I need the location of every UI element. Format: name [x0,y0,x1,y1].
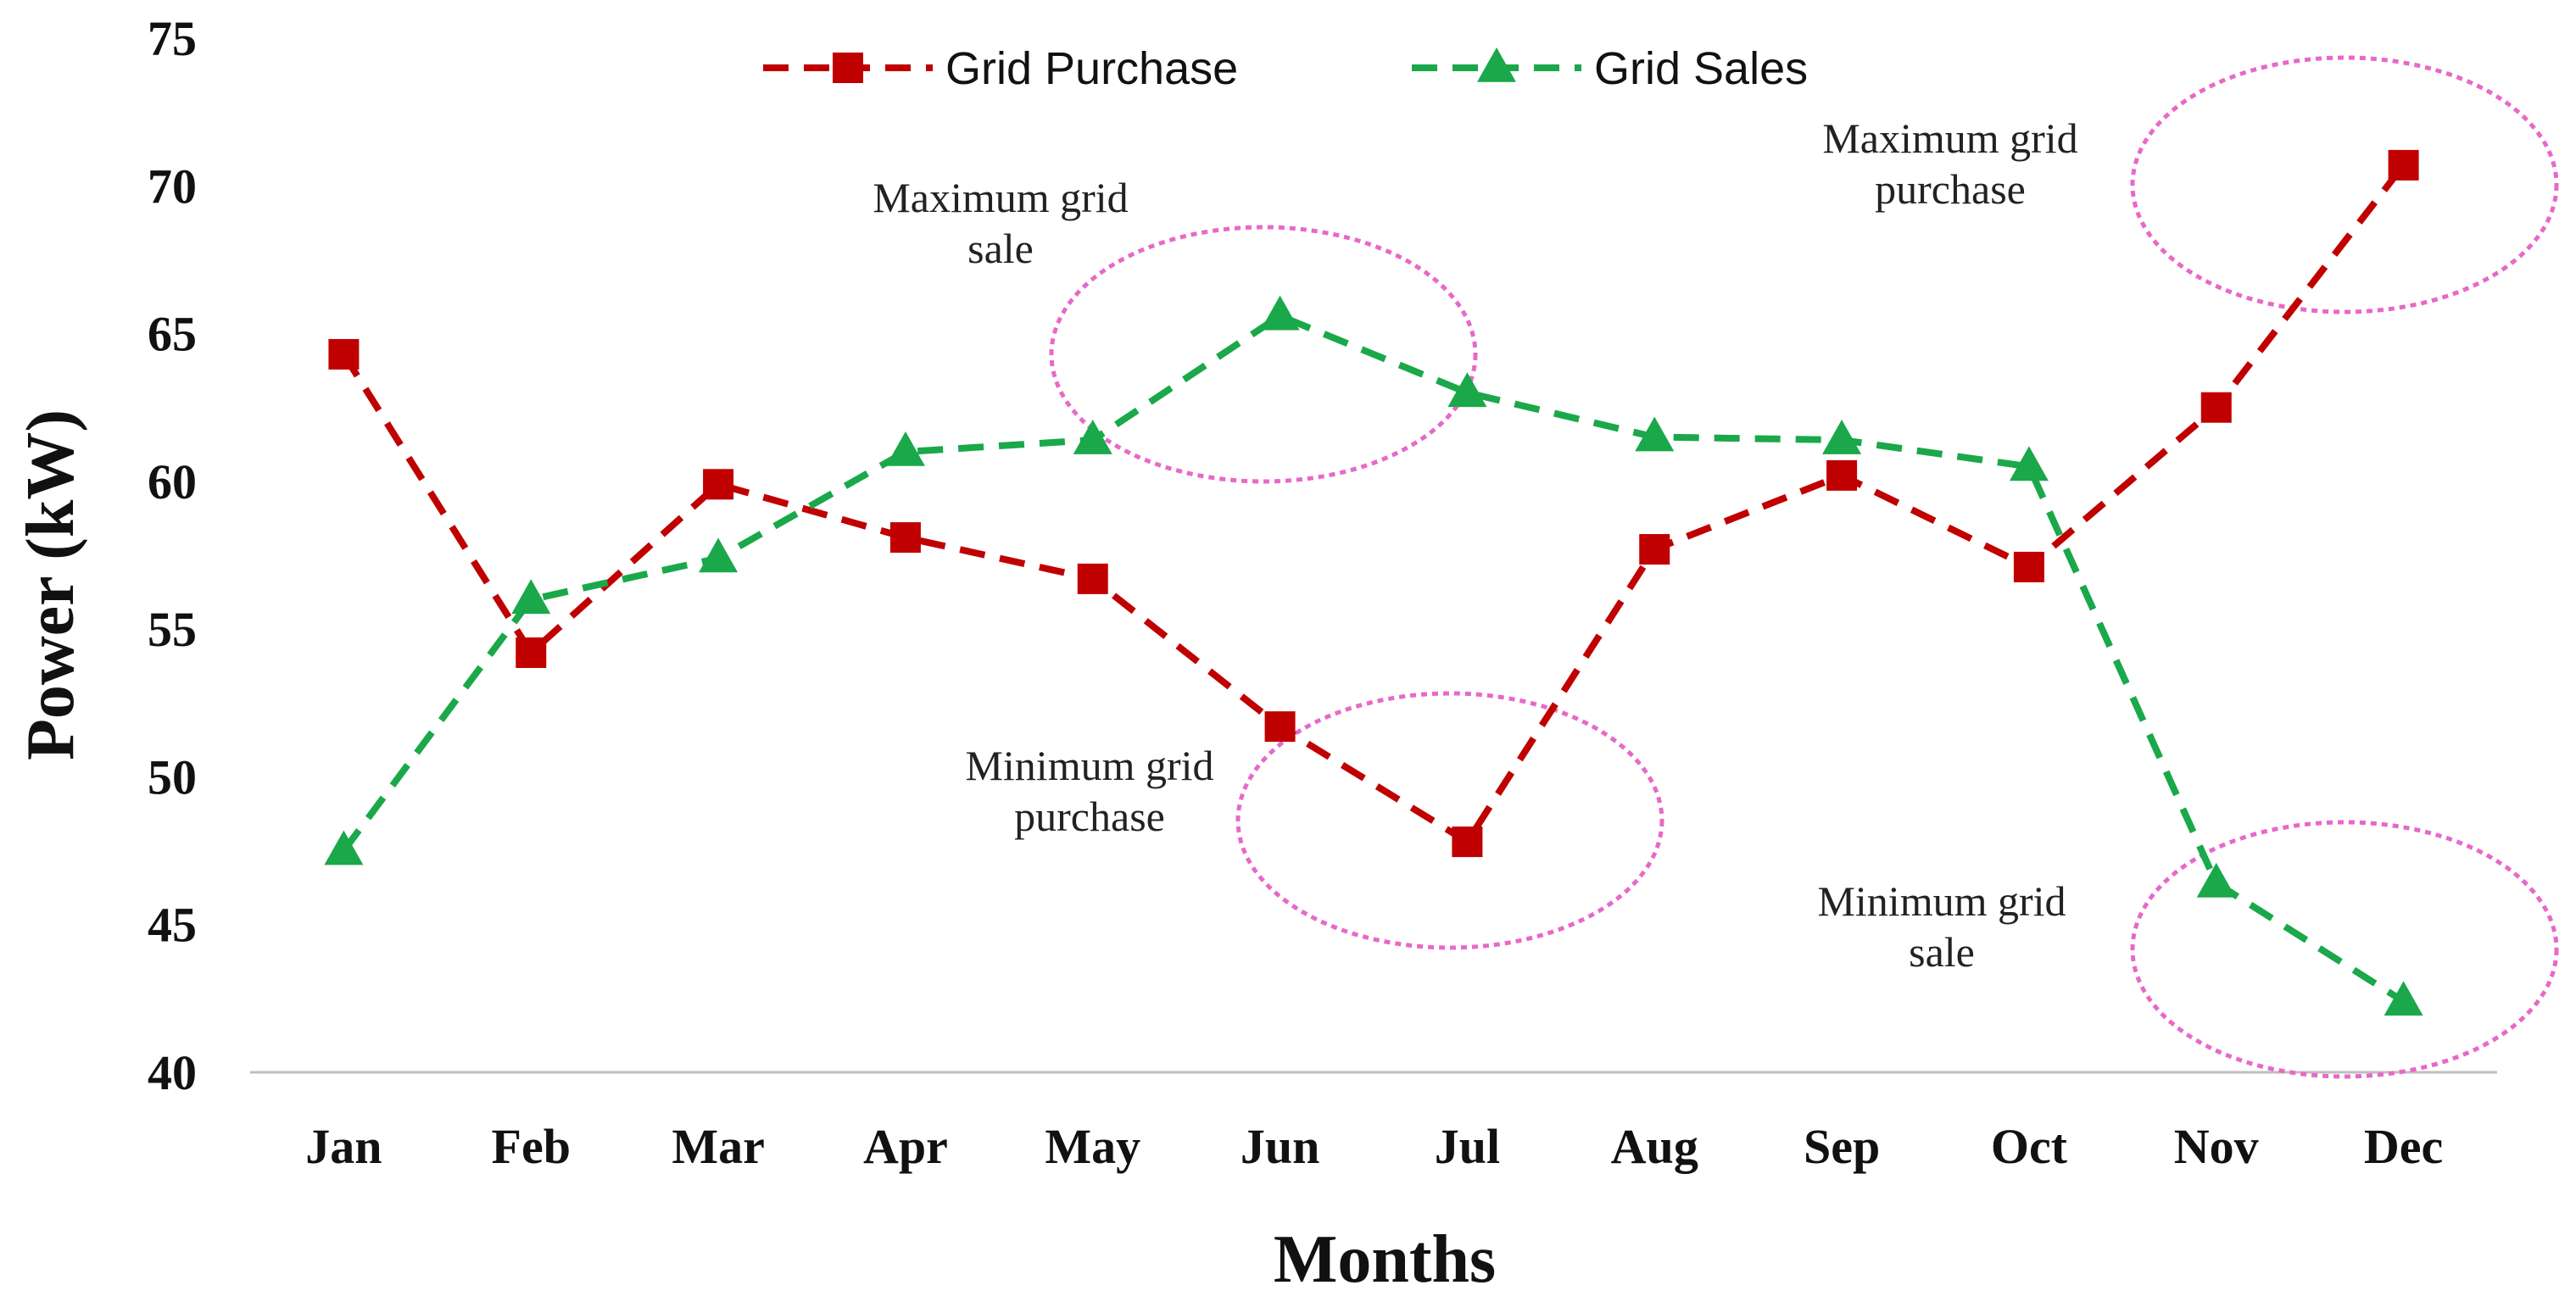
annotation-ellipse [2130,55,2559,314]
series [324,149,2423,1016]
y-tick-label: 75 [148,11,197,66]
data-point [2009,446,2049,481]
data-point [2200,392,2232,423]
data-point [1822,420,1862,454]
data-point [1639,534,1670,565]
x-tick-label: Jan [305,1119,382,1174]
x-tick-label: Apr [863,1119,948,1174]
data-point [885,431,925,466]
x-tick-label: Nov [2174,1119,2259,1174]
data-point [2384,981,2423,1016]
axes: 40 45 50 55 60 65 70 75 Jan Feb Mar Apr May Jun Jul Aug… [148,11,2497,1174]
x-axis-title: Months [1274,1222,1496,1297]
data-point [699,537,739,573]
series-line [341,163,2406,846]
data-point [2388,149,2419,181]
series-line [341,312,2406,1004]
annotations: Maximum grid sale Minimum grid purchase Maxi… [873,55,2559,1079]
y-tick-label: 70 [148,159,197,214]
legend: Grid Purchase Grid Sales [763,43,1808,94]
data-point [1826,459,1858,491]
annotation-text: Maximum grid purchase [1822,114,2077,213]
annotation-text: Minimum grid purchase [965,742,1213,840]
data-point [1077,563,1108,594]
legend-label: Grid Purchase [945,43,1238,94]
x-tick-label: Feb [492,1119,571,1174]
legend-label: Grid Sales [1594,43,1808,94]
annotation-text: Minimum grid sale [1817,877,2066,976]
series-grid-sales [324,295,2423,1016]
x-tick-label: Aug [1611,1119,1698,1174]
y-tick-label: 55 [148,602,197,657]
data-point [1635,416,1675,452]
x-tick-label: Jun [1241,1119,1320,1174]
annotation: Minimum grid purchase [965,691,1664,950]
data-point [516,637,547,669]
x-tick-label: Jul [1435,1119,1500,1174]
data-point [511,579,551,615]
legend-entry: Grid Sales [1412,43,1808,94]
data-point [2196,862,2236,898]
annotation: Maximum grid purchase [1822,55,2559,314]
y-tick-label: 40 [148,1045,197,1100]
x-tick-label: Dec [2364,1119,2443,1174]
data-point [2013,551,2044,582]
series-grid-purchase [328,149,2419,858]
data-point [1073,420,1112,454]
y-tick-label: 65 [148,307,197,362]
annotation-ellipse [1049,225,1478,484]
annotation-text: Maximum grid sale [873,174,1128,272]
data-point [328,338,360,370]
data-point [1452,826,1483,858]
annotation: Minimum grid sale [1817,820,2559,1079]
y-tick-label: 50 [148,749,197,804]
data-point [889,522,921,554]
x-tick-label: Oct [1991,1119,2068,1174]
data-point [324,830,364,865]
data-point [703,469,734,500]
legend-entry: Grid Purchase [763,43,1238,94]
y-tick-label: 60 [148,454,197,509]
data-point [1447,372,1487,408]
data-point [1264,711,1296,743]
legend-marker-swatch [1477,47,1516,82]
x-tick-label: Mar [672,1119,765,1174]
legend-marker-swatch [833,53,863,83]
data-point [1260,295,1300,331]
y-tick-label: 45 [148,898,197,953]
annotation: Maximum grid sale [873,174,1478,484]
y-axis-title: Power (kW) [14,409,88,760]
x-tick-label: May [1045,1119,1140,1174]
annotation-ellipse [2130,820,2559,1079]
x-tick-label: Sep [1804,1119,1880,1174]
annotation-ellipse [1235,691,1664,950]
